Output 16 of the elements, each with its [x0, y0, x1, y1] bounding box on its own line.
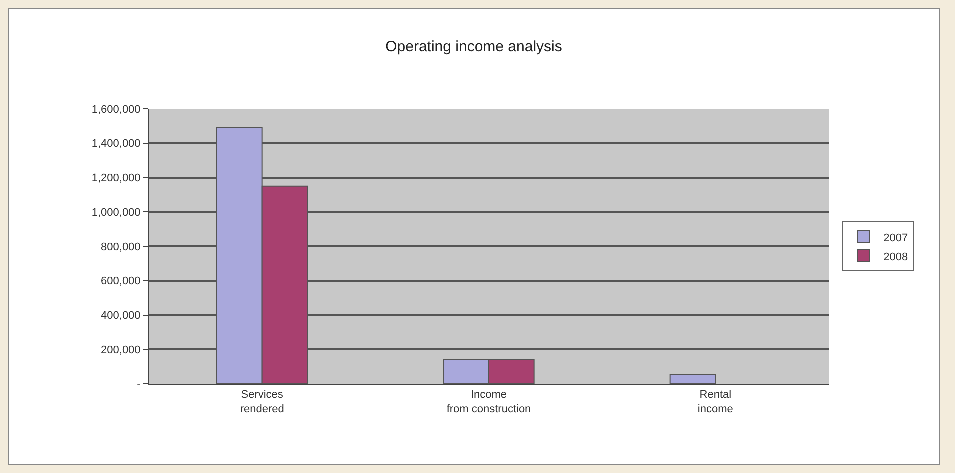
bar [670, 374, 716, 384]
legend-label: 2008 [884, 251, 908, 264]
y-tick-label: 600,000 [101, 276, 141, 288]
chart-title: Operating income analysis [386, 38, 562, 56]
y-tick-label: 1,200,000 [92, 172, 141, 185]
y-tick-label: 400,000 [101, 310, 141, 322]
y-tick-label: 1,000,000 [92, 206, 141, 219]
y-tick-label: 800,000 [101, 241, 141, 254]
y-tick-label: 1,600,000 [92, 104, 141, 116]
x-tick-label: Rental income [698, 389, 734, 416]
y-tick-label: - [137, 378, 142, 391]
x-tick-label: Income from construction [446, 389, 532, 416]
legend-label: 2007 [884, 232, 908, 244]
x-tick-label: Services rendered [240, 389, 284, 416]
y-tick-label: 1,400,000 [92, 138, 141, 150]
y-tick-label: 200,000 [101, 344, 141, 356]
